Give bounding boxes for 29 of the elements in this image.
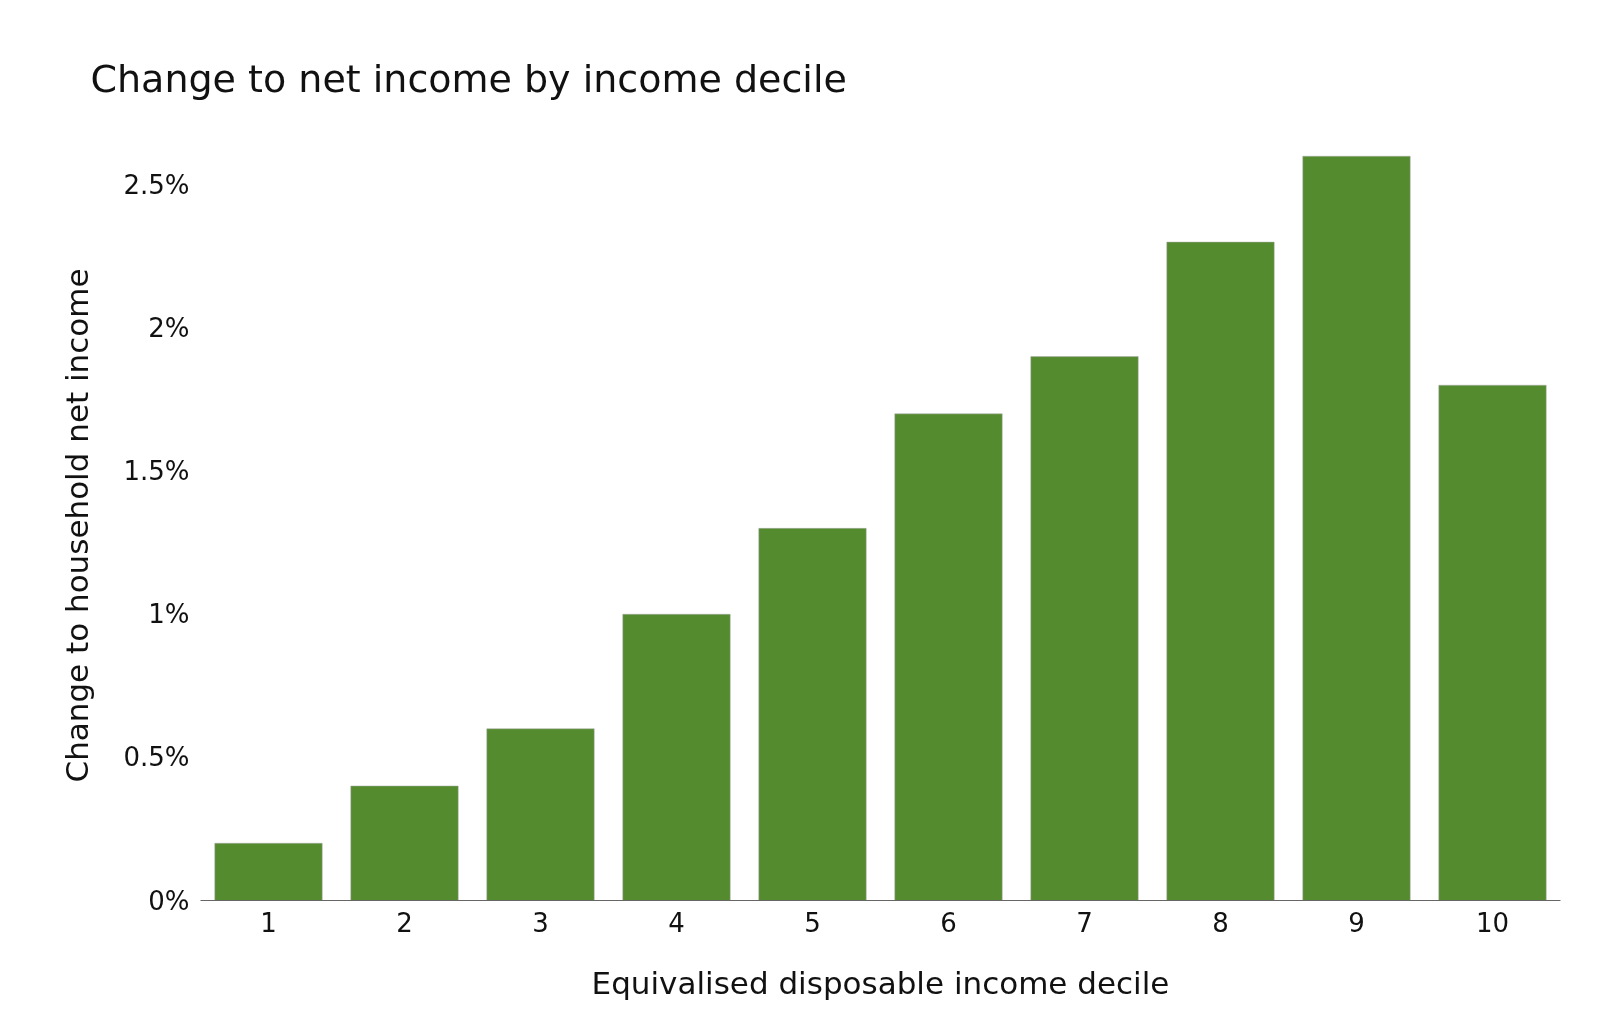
- bar: [350, 785, 459, 901]
- x-tick-label: 2: [396, 907, 413, 938]
- bar: [486, 728, 595, 901]
- y-tick-label: 0%: [148, 885, 190, 916]
- bar: [1166, 241, 1275, 901]
- y-axis-title: Change to household net income: [59, 268, 96, 783]
- x-tick-label: 1: [260, 907, 277, 938]
- x-tick-label: 7: [1076, 907, 1093, 938]
- x-tick-label: 6: [940, 907, 957, 938]
- x-axis-title: Equivalised disposable income decile: [591, 964, 1170, 1001]
- y-tick-label: 0.5%: [123, 742, 190, 773]
- x-tick-label: 8: [1212, 907, 1229, 938]
- x-tick-label: 10: [1475, 907, 1510, 938]
- chart-title: Change to net income by income decile: [90, 56, 847, 101]
- bar: [214, 843, 323, 901]
- y-tick-label: 1.5%: [123, 456, 190, 487]
- y-tick-label: 1%: [148, 599, 190, 630]
- y-tick-label: 2.5%: [123, 169, 190, 200]
- bar: [1030, 356, 1139, 901]
- bar: [894, 413, 1003, 901]
- x-tick-label: 5: [804, 907, 821, 938]
- x-tick-label: 3: [532, 907, 549, 938]
- bar: [1302, 155, 1411, 901]
- x-tick-label: 9: [1348, 907, 1365, 938]
- bar: [1438, 384, 1547, 901]
- y-tick-label: 2%: [148, 312, 190, 343]
- x-tick-label: 4: [668, 907, 685, 938]
- bar: [758, 528, 867, 901]
- bar: [622, 613, 731, 901]
